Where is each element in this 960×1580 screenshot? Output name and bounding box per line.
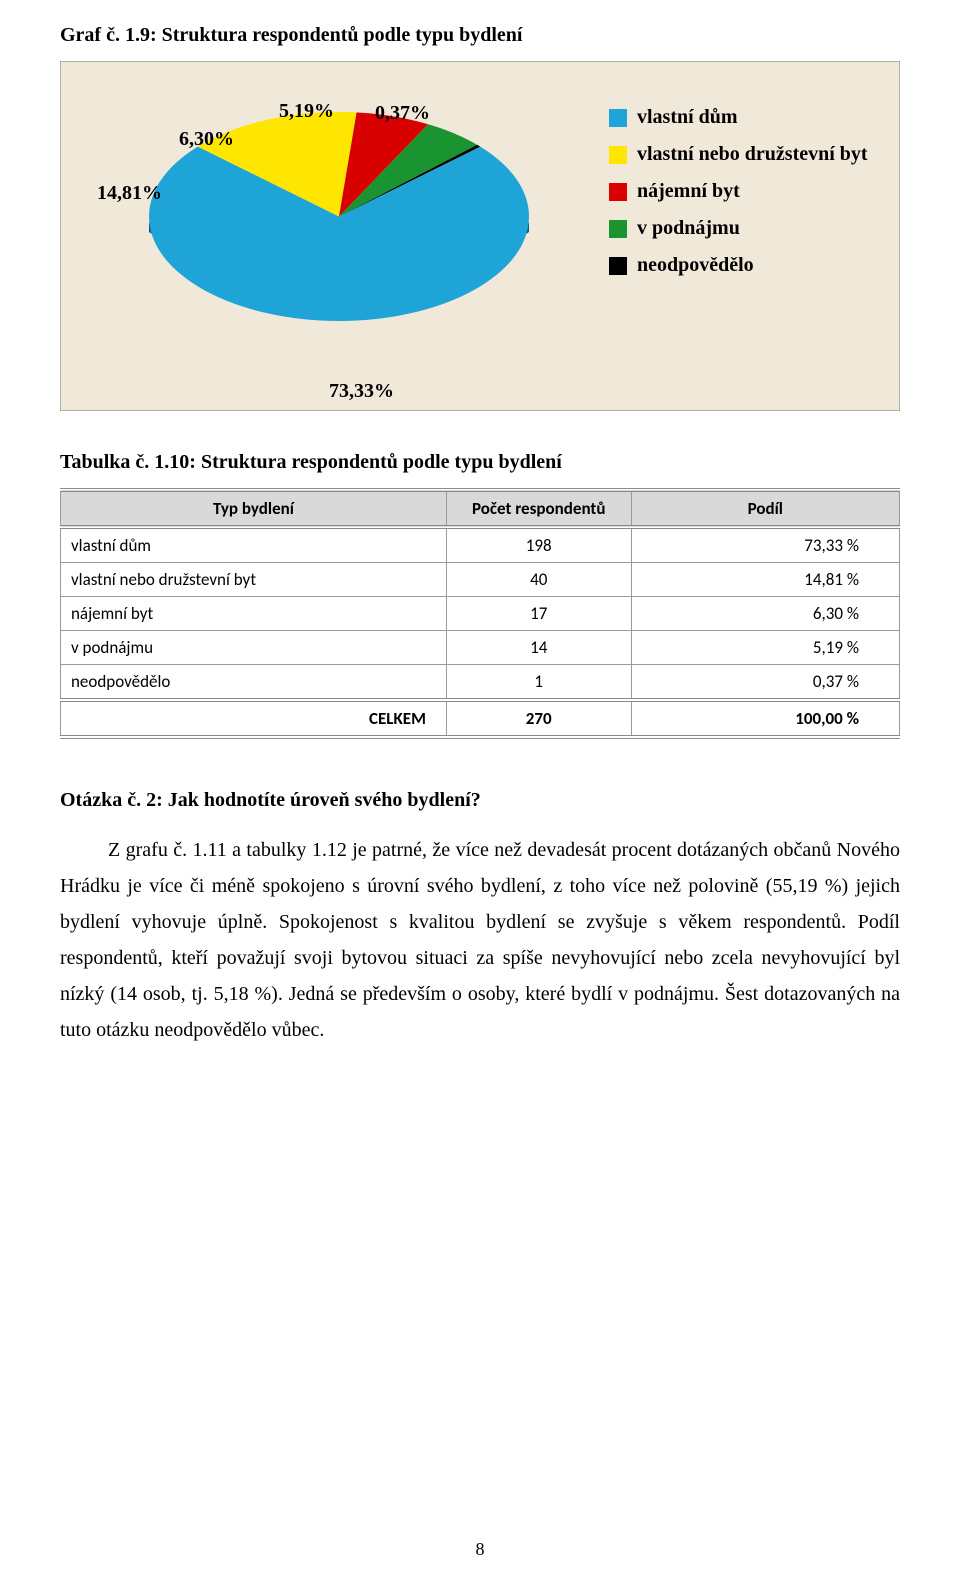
table-row: vlastní nebo družstevní byt4014,81 % — [61, 563, 900, 597]
table-cell: 0,37 % — [631, 665, 899, 701]
pct-label: 14,81% — [97, 182, 162, 205]
table-cell: 198 — [446, 527, 631, 563]
pct-label: 6,30% — [179, 128, 234, 151]
legend-label: neodpovědělo — [637, 254, 754, 277]
table-heading: Tabulka č. 1.10: Struktura respondentů p… — [60, 451, 900, 474]
table-cell: v podnájmu — [61, 631, 447, 665]
legend-swatch — [609, 109, 627, 127]
table-total-row: CELKEM270100,00 % — [61, 700, 900, 737]
table-cell: 17 — [446, 597, 631, 631]
table-col-header: Podíl — [631, 490, 899, 527]
legend-label: vlastní dům — [637, 106, 738, 129]
legend-label: nájemní byt — [637, 180, 740, 203]
table-col-header: Typ bydlení — [61, 490, 447, 527]
legend-label: v podnájmu — [637, 217, 740, 240]
pie-chart-container: 73,33%14,81%6,30%5,19%0,37% vlastní důmv… — [60, 61, 900, 411]
table-cell: 14 — [446, 631, 631, 665]
legend-label: vlastní nebo družstevní byt — [637, 143, 868, 166]
chart-heading: Graf č. 1.9: Struktura respondentů podle… — [60, 24, 900, 47]
table-cell: 73,33 % — [631, 527, 899, 563]
pct-label: 73,33% — [329, 380, 394, 403]
legend-swatch — [609, 183, 627, 201]
table-cell: nájemní byt — [61, 597, 447, 631]
legend-swatch — [609, 146, 627, 164]
table-row: neodpovědělo10,37 % — [61, 665, 900, 701]
table-cell: 5,19 % — [631, 631, 899, 665]
pct-label: 0,37% — [375, 102, 430, 125]
table-cell: CELKEM — [61, 700, 447, 737]
legend-item: nájemní byt — [609, 180, 869, 203]
table-cell: 14,81 % — [631, 563, 899, 597]
table-cell: 1 — [446, 665, 631, 701]
body-paragraph: Z grafu č. 1.11 a tabulky 1.12 je patrné… — [60, 832, 900, 1048]
page-number: 8 — [0, 1539, 960, 1560]
legend-item: vlastní dům — [609, 106, 869, 129]
table-cell: 270 — [446, 700, 631, 737]
legend-swatch — [609, 220, 627, 238]
chart-legend: vlastní dům vlastní nebo družstevní byt ná… — [609, 102, 869, 295]
table-cell: vlastní nebo družstevní byt — [61, 563, 447, 597]
table-row: v podnájmu145,19 % — [61, 631, 900, 665]
table-row: nájemní byt176,30 % — [61, 597, 900, 631]
table-cell: neodpovědělo — [61, 665, 447, 701]
legend-item: neodpovědělo — [609, 254, 869, 277]
legend-item: v podnájmu — [609, 217, 869, 240]
table-cell: 100,00 % — [631, 700, 899, 737]
legend-swatch — [609, 257, 627, 275]
table-row: vlastní dům19873,33 % — [61, 527, 900, 563]
table-cell: vlastní dům — [61, 527, 447, 563]
table-col-header: Počet respondentů — [446, 490, 631, 527]
table-header-row: Typ bydlení Počet respondentů Podíl — [61, 490, 900, 527]
data-table: Typ bydlení Počet respondentů Podíl vlas… — [60, 488, 900, 739]
pie-chart-area: 73,33%14,81%6,30%5,19%0,37% — [89, 82, 589, 392]
table-cell: 6,30 % — [631, 597, 899, 631]
table-cell: 40 — [446, 563, 631, 597]
legend-item: vlastní nebo družstevní byt — [609, 143, 869, 166]
table-body: vlastní dům19873,33 %vlastní nebo družst… — [61, 527, 900, 737]
question-heading: Otázka č. 2: Jak hodnotíte úroveň svého … — [60, 789, 900, 812]
pct-label: 5,19% — [279, 100, 334, 123]
